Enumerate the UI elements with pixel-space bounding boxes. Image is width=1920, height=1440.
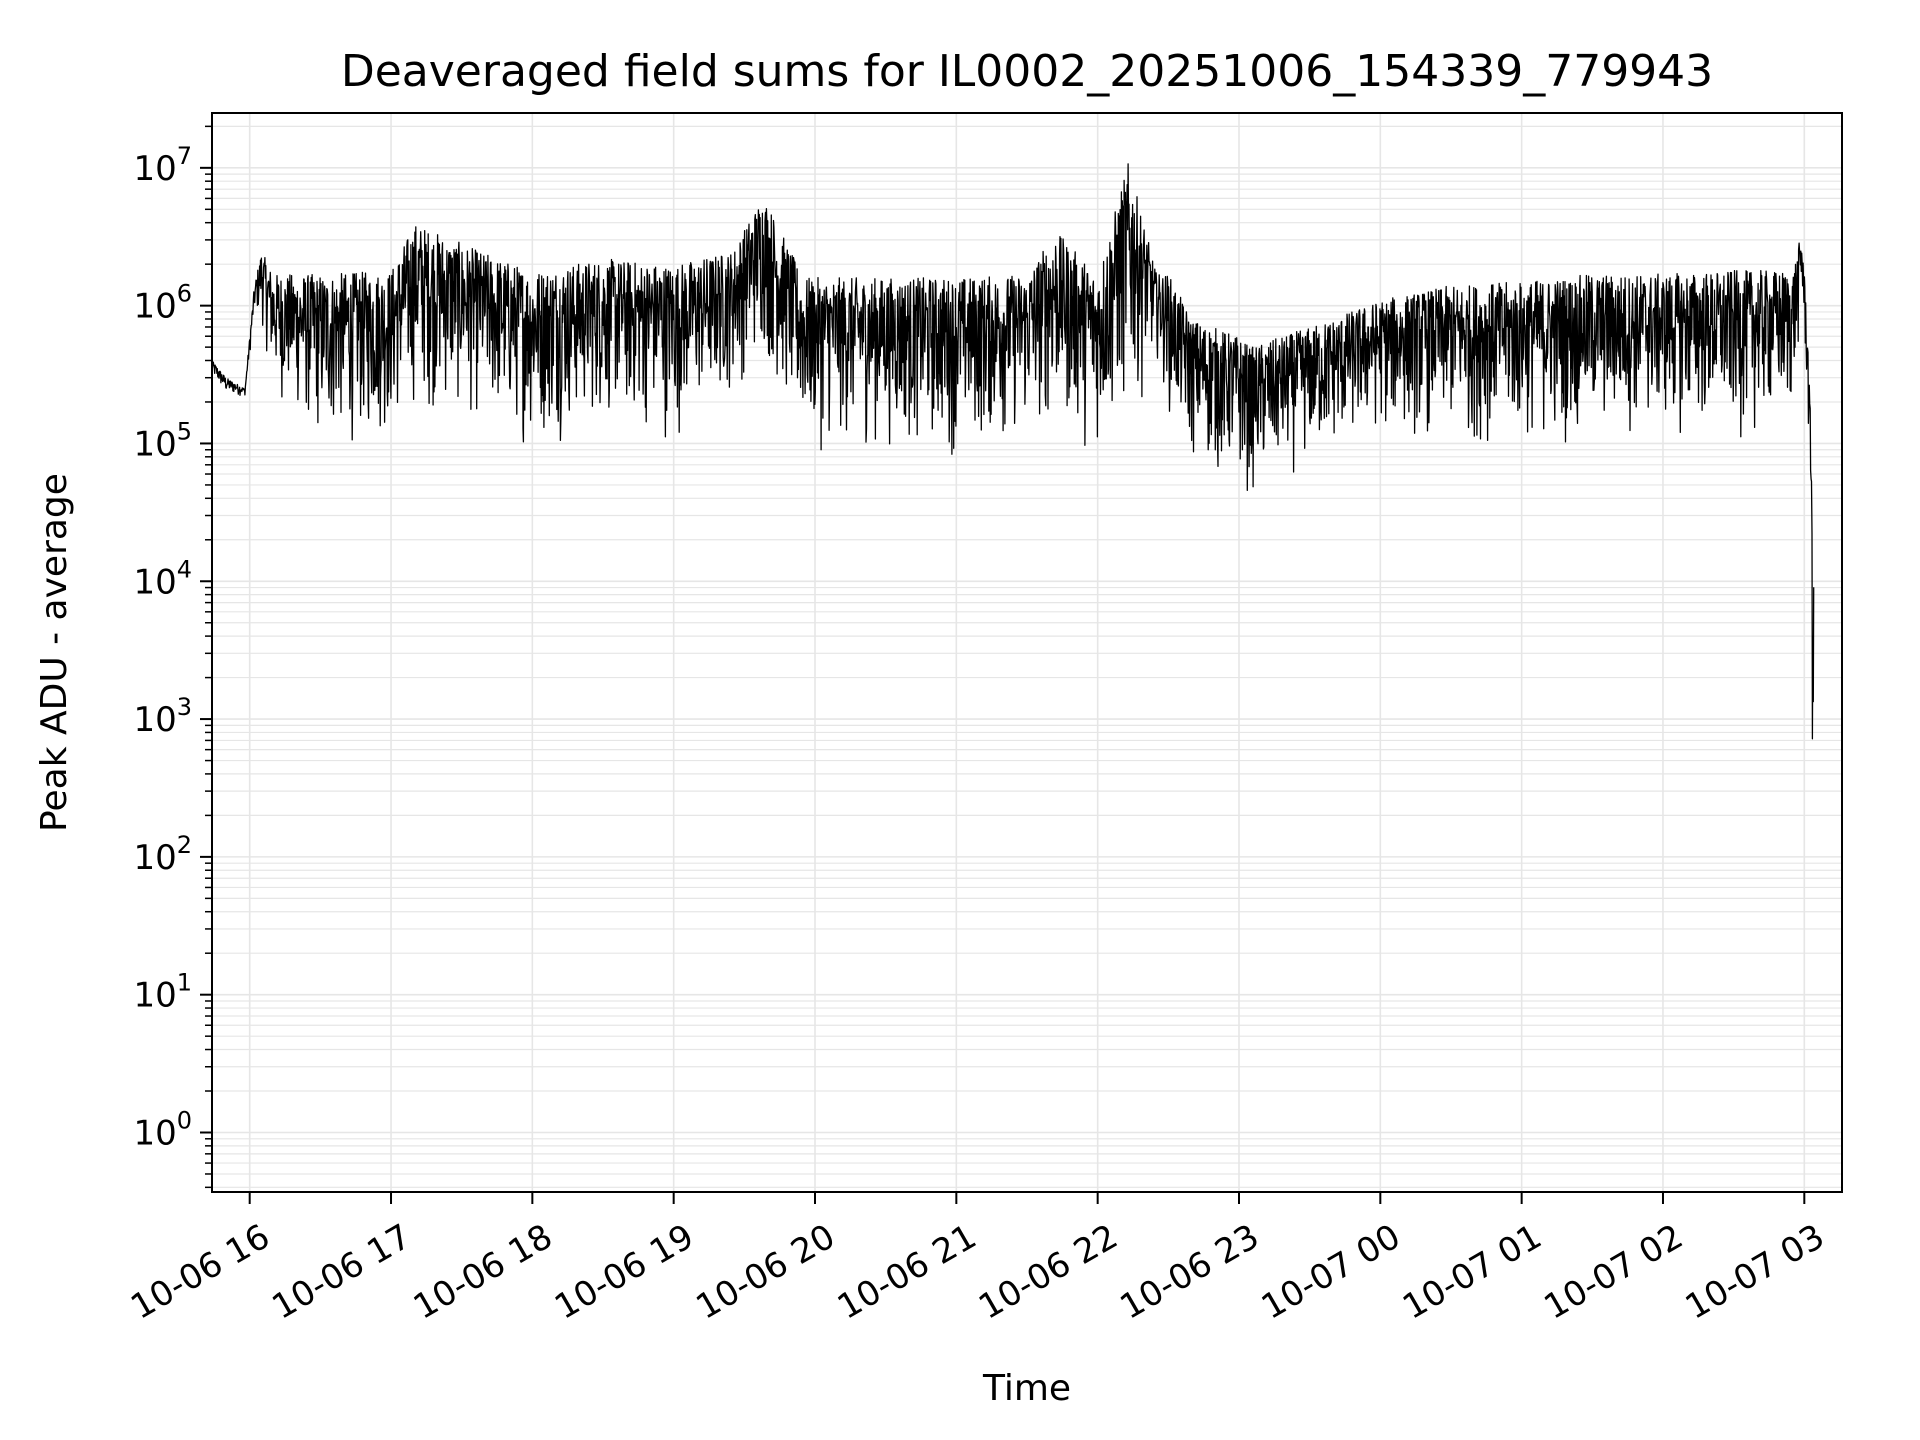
y-axis: 100 101 102 103 104 105 106 107 (133, 125, 212, 1189)
series-line (211, 163, 1815, 740)
minor-grid (212, 125, 1842, 1188)
y-tick-label: 103 (133, 693, 192, 740)
y-tick-label: 100 (133, 1106, 192, 1153)
y-tick-label: 101 (133, 969, 192, 1016)
y-tick-label: 106 (133, 280, 192, 327)
chart-title: Deaveraged field sums for IL0002_2025100… (341, 46, 1713, 97)
plot-frame (211, 112, 1843, 1193)
y-axis-title: Peak ADU - average (34, 473, 75, 832)
y-tick-label: 104 (133, 555, 192, 602)
y-tick-label: 102 (133, 831, 192, 878)
y-tick-label: 105 (133, 417, 192, 464)
series-layer (211, 163, 1815, 740)
y-tick-label: 107 (133, 142, 192, 189)
x-axis-title: Time (982, 1368, 1071, 1409)
